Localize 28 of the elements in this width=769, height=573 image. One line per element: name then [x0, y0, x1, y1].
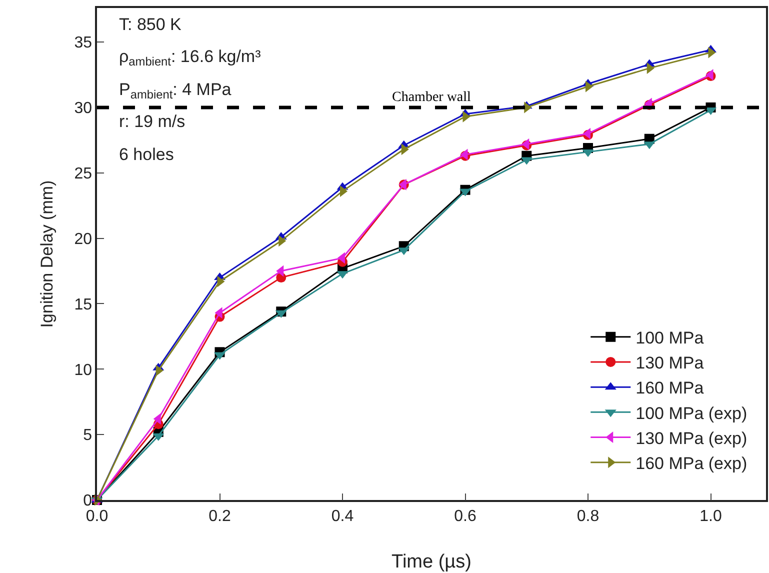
legend-label: 100 MPa — [636, 328, 704, 348]
y-tick-label: 25 — [74, 165, 92, 182]
y-axis-title: Ignition Delay (mm) — [38, 180, 56, 328]
x-axis-title: Time (µs) — [392, 552, 472, 572]
legend-label: 130 MPa — [636, 354, 704, 373]
legend-label: 130 MPa (exp) — [636, 428, 748, 448]
y-tick-label: 0 — [83, 492, 92, 510]
annotation: 6 holes — [119, 145, 174, 164]
y-tick-label: 35 — [74, 34, 92, 52]
ref-line-label: Chamber wall — [392, 90, 472, 105]
legend-label: 100 MPa (exp) — [636, 404, 748, 423]
y-tick-label: 20 — [74, 230, 92, 248]
y-tick-label: 15 — [74, 296, 92, 314]
x-tick-label: 0.6 — [454, 508, 476, 525]
y-tick-label: 30 — [74, 100, 92, 118]
y-tick-label: 5 — [83, 427, 92, 444]
annotation: ρ$_{ambient}$: 16.6 kg/m³ — [119, 47, 262, 69]
legend-label: 160 MPa (exp) — [636, 454, 748, 473]
legend-label: 160 MPa — [636, 378, 704, 398]
x-tick-label: 1.0 — [700, 508, 722, 525]
y-tick-label: 10 — [74, 362, 92, 379]
x-tick-label: 0.0 — [86, 508, 108, 525]
annotation: r: 19 m/s — [119, 112, 186, 131]
annotation: T: 850 K — [119, 15, 182, 34]
x-tick-label: 0.8 — [576, 508, 600, 525]
x-tick-label: 0.2 — [208, 508, 231, 525]
x-tick-label: 0.4 — [331, 508, 354, 525]
annotation: P$_{ambient}$: 4 MPa — [119, 80, 232, 102]
